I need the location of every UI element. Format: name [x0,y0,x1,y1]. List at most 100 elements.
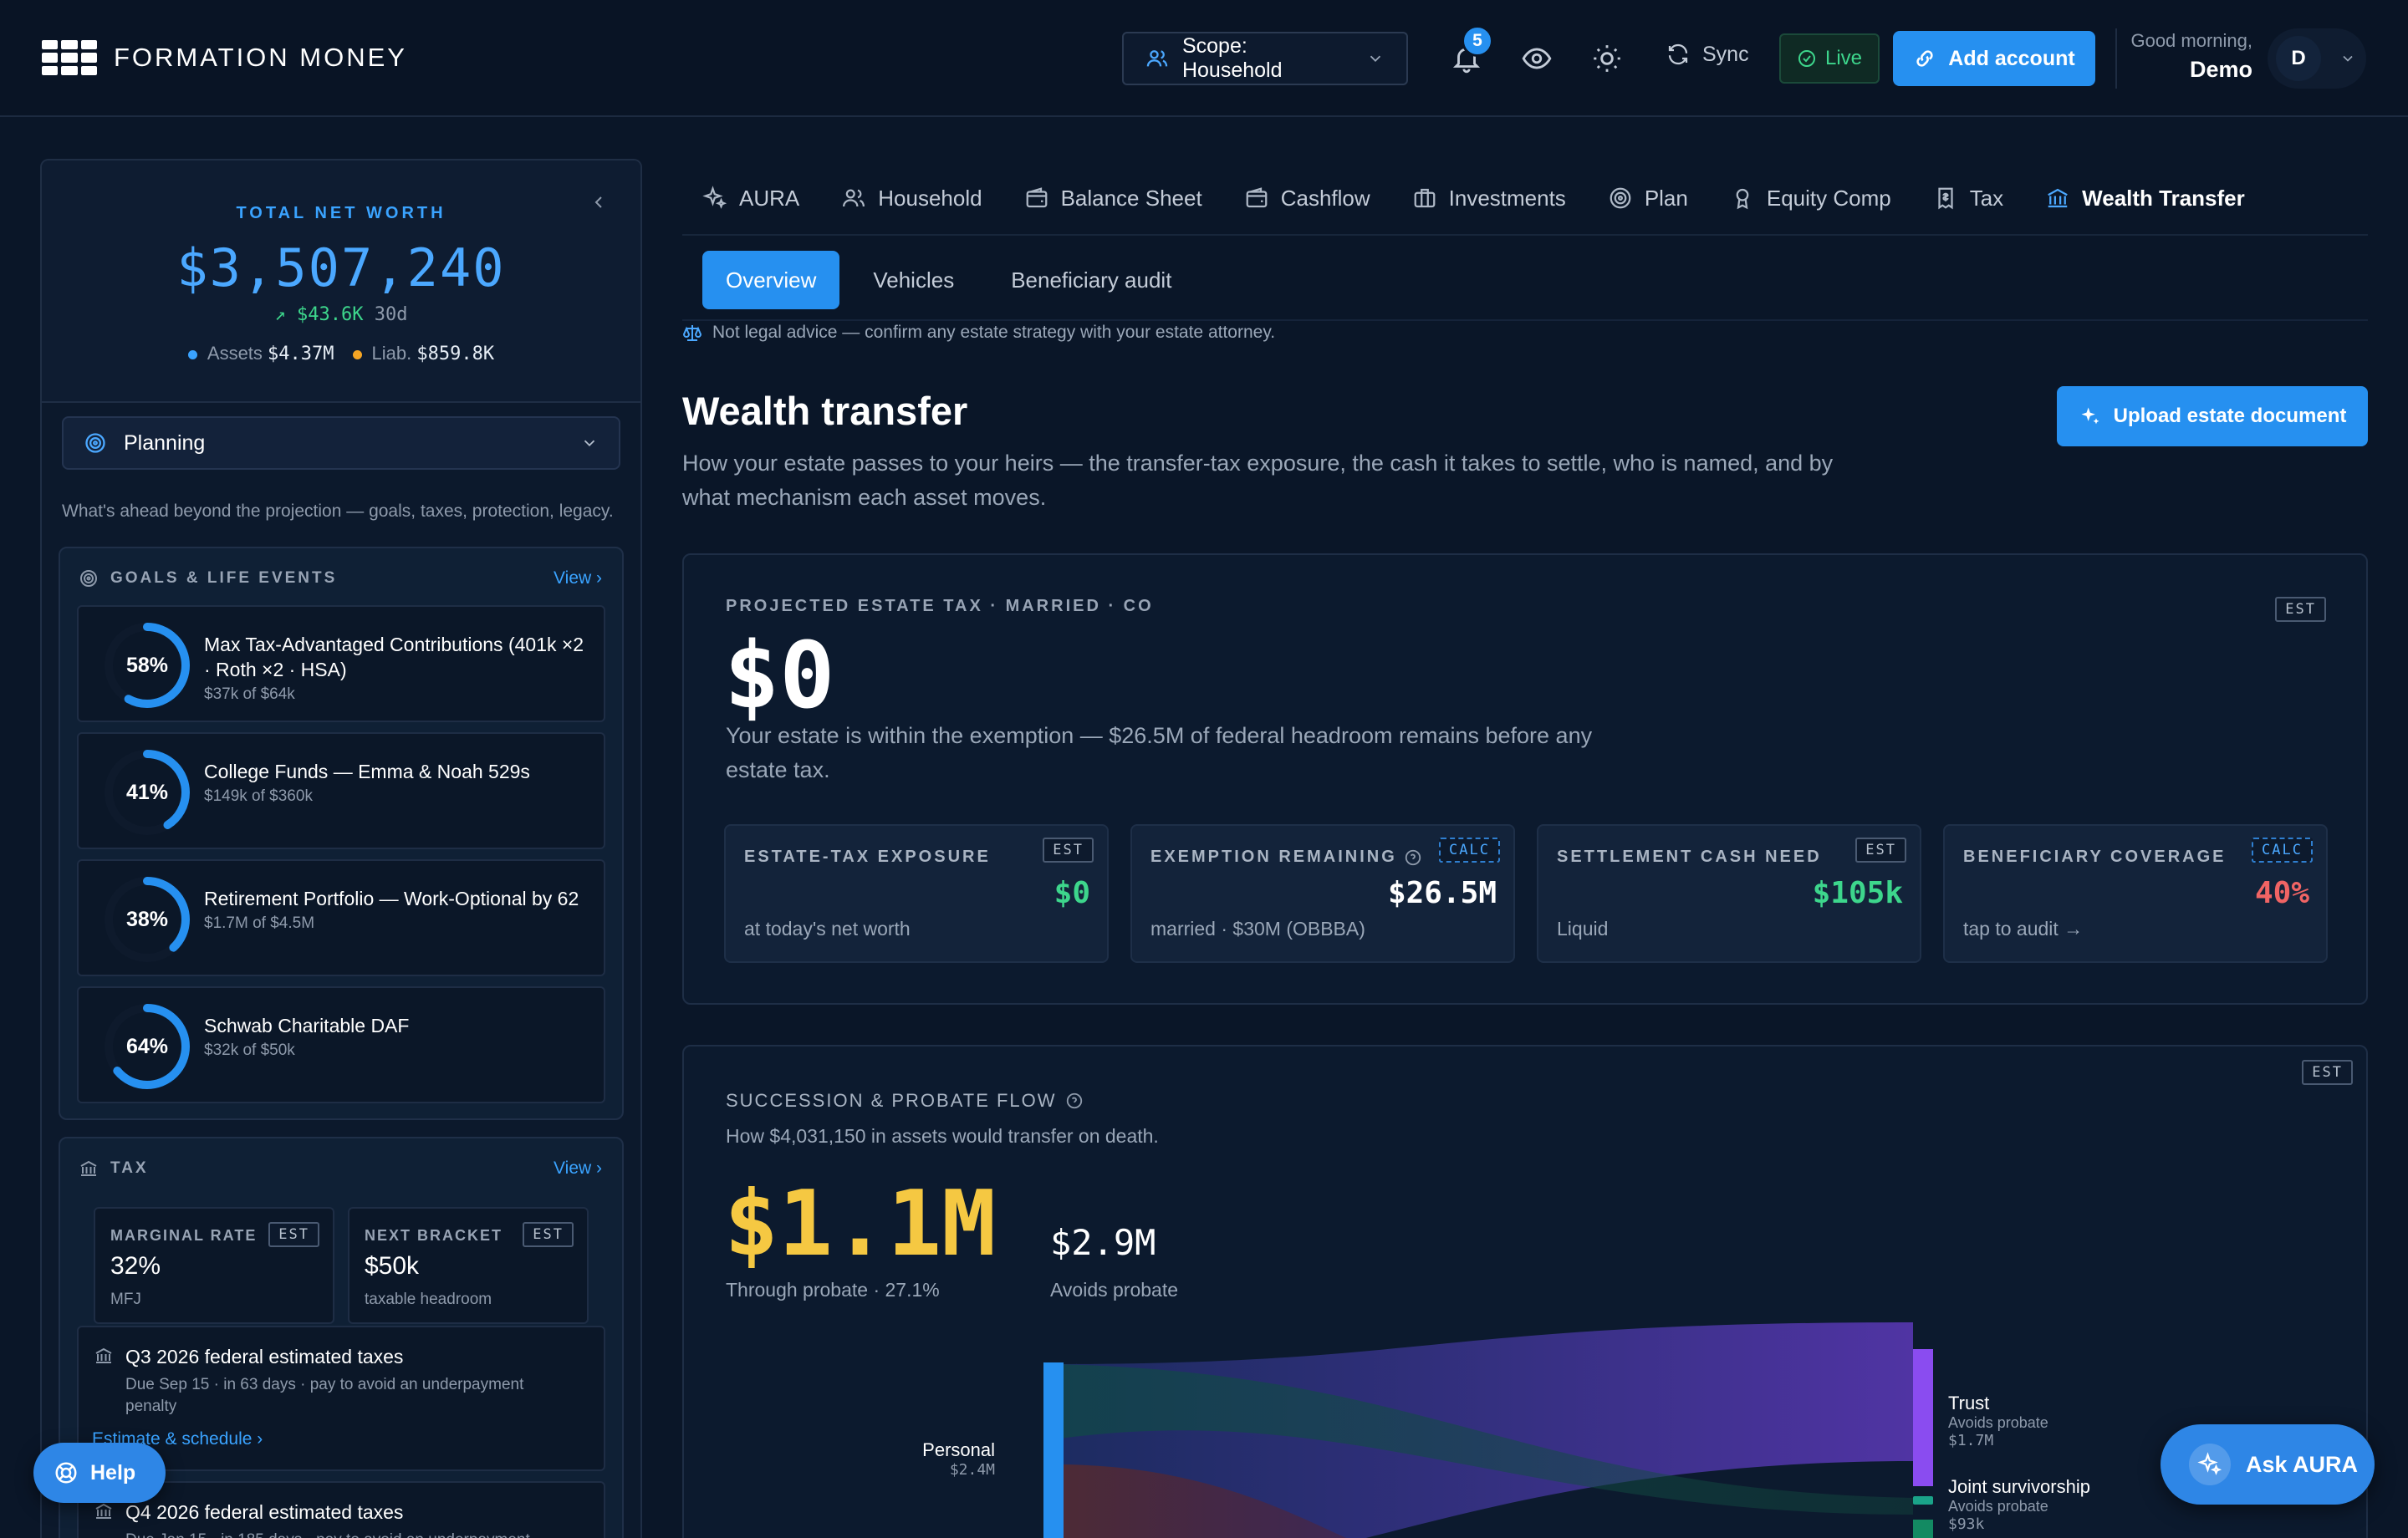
arrow-up-right-icon: ↗ [274,304,286,325]
tab-wealth-transfer[interactable]: Wealth Transfer [2025,167,2267,229]
tab-plan[interactable]: Plan [1588,167,1710,229]
help-circle-icon[interactable] [1404,848,1422,867]
kpi-sub: tap to audit → [1963,918,2084,940]
target-trust-label: Trust Avoids probate $1.7M [1948,1393,2048,1449]
notification-badge: 5 [1462,25,1493,57]
theme-toggle[interactable] [1585,37,1629,80]
tax-item-desc: Due Sep 15 · in 63 days · pay to avoid a… [125,1376,524,1415]
subtab-overview[interactable]: Overview [702,251,840,309]
goal-progress-text: $149k of $360k [204,787,313,805]
goals-panel: GOALS & LIFE EVENTS View › 58% Max Tax-Ad… [59,547,624,1120]
tab-household[interactable]: Household [821,167,1003,229]
probate-sub: Through probate · 27.1% [726,1279,940,1301]
tab-aura[interactable]: AURA [682,167,821,229]
scale-icon [682,325,702,341]
planning-selector[interactable]: Planning [62,416,620,470]
tab-investments[interactable]: Investments [1392,167,1588,229]
kpi-value: $105k [1812,876,1903,910]
tab-label: Household [878,185,982,211]
tab-balance-sheet[interactable]: Balance Sheet [1004,167,1224,229]
goal-item[interactable]: 64% Schwab Charitable DAF $32k of $50k [77,986,605,1103]
kpi-tag: EST [1043,838,1094,863]
kpi-label: ESTATE-TAX EXPOSURE [744,848,991,866]
sparkle-icon [2189,1444,2231,1485]
brand-logo[interactable]: FORMATION MONEY [42,40,407,75]
sidebar: TOTAL NET WORTH $3,507,240 ↗ $43.6K 30d … [40,159,642,1538]
liabilities-dot [352,349,362,359]
kpi-tag: CALC [2252,838,2313,863]
ask-aura-button[interactable]: Ask AURA [2161,1424,2375,1505]
kpi-settlement-cash-need[interactable]: SETTLEMENT CASH NEED EST $105k Liquid [1537,824,1921,963]
kpi-estate-tax-exposure[interactable]: ESTATE-TAX EXPOSURE EST $0 at today's net w… [724,824,1109,963]
goal-progress-ring [105,877,190,962]
change-value: $43.6K [297,304,364,325]
flow-personal-probate[interactable] [1054,1464,1436,1538]
add-account-button[interactable]: Add account [1893,31,2095,86]
live-status[interactable]: Live [1779,33,1880,84]
marginal-rate-card[interactable]: MARGINAL RATE EST 32% MFJ [94,1207,334,1324]
scope-selector[interactable]: Scope: Household [1122,32,1408,85]
goal-percent: 41% [125,780,169,804]
succession-label: SUCCESSION & PROBATE FLOW [726,1090,1084,1112]
ask-aura-label: Ask AURA [2246,1451,2359,1477]
assets-value: $4.37M [268,344,334,364]
probate-value: $1.1M [724,1172,997,1276]
goal-item[interactable]: 58% Max Tax-Advantaged Contributions (401… [77,605,605,722]
goal-title: Max Tax-Advantaged Contributions (401k ×… [204,634,584,680]
notifications-button[interactable]: 5 [1445,25,1493,80]
legal-disclaimer: Not legal advice — confirm any estate st… [682,323,1275,343]
goal-item[interactable]: 41% College Funds — Emma & Noah 529s $149k… [77,732,605,849]
help-circle-icon[interactable] [1065,1092,1084,1110]
kpi-label: SETTLEMENT CASH NEED [1557,848,1822,866]
tax-item-q4[interactable]: Q4 2026 federal estimated taxes Due Jan … [77,1481,605,1538]
flow-personal-to-trust[interactable] [1054,1322,1913,1538]
goal-progress-text: $1.7M of $4.5M [204,914,315,932]
node-other[interactable] [1913,1520,1933,1538]
assets-label: Assets [207,343,263,364]
privacy-toggle[interactable] [1515,37,1559,80]
subtabs-divider [682,319,2368,321]
est-tag: EST [523,1222,574,1247]
next-bracket-card[interactable]: NEXT BRACKET EST $50k taxable headroom [348,1207,589,1324]
tab-equity-comp[interactable]: Equity Comp [1710,167,1913,229]
node-trust[interactable] [1913,1349,1933,1486]
net-worth-label: TOTAL NET WORTH [236,204,446,222]
tax-view-link[interactable]: View › [554,1159,602,1178]
sparkle-icon [2081,407,2099,425]
kpi-value: 40% [2254,876,2309,910]
user-menu[interactable]: D [2268,28,2366,89]
bank-icon [95,1503,112,1519]
header-divider [2115,28,2117,89]
page-title: Wealth transfer [682,389,968,433]
change-period: 30d [374,304,408,325]
collapse-sidebar-button[interactable] [589,191,609,219]
goals-view-link[interactable]: View › [554,568,602,588]
tab-label: Balance Sheet [1060,185,1202,211]
avatar: D [2276,36,2321,81]
goal-progress-ring [105,1004,190,1089]
greeting-text: Good morning, [2130,30,2252,51]
tab-cashflow[interactable]: Cashflow [1224,167,1392,229]
kpi-sub: Liquid [1557,918,1609,940]
subtab-beneficiary-audit[interactable]: Beneficiary audit [1011,267,1172,293]
flow-personal-teal[interactable] [1054,1364,1913,1515]
node-personal[interactable] [1043,1362,1064,1538]
node-joint-survivorship[interactable] [1913,1496,1933,1505]
goal-progress-ring [105,750,190,835]
wallet-icon [1026,187,1047,208]
tab-label: Equity Comp [1766,185,1891,211]
briefcase-icon [1414,188,1436,208]
target-icon [85,433,105,453]
goal-item[interactable]: 38% Retirement Portfolio — Work-Optional … [77,859,605,976]
tax-item-title: Q4 2026 federal estimated taxes [125,1501,404,1523]
tab-label: Cashflow [1280,185,1370,211]
sync-button[interactable]: Sync [1666,42,1749,67]
tax-item-q3[interactable]: Q3 2026 federal estimated taxes Due Sep … [77,1326,605,1471]
kpi-exemption-remaining[interactable]: EXEMPTION REMAINING CALC $26.5M married · $… [1130,824,1515,963]
help-button[interactable]: Help [33,1443,166,1503]
tab-tax[interactable]: Tax [1913,167,2025,229]
kpi-beneficiary-coverage[interactable]: BENEFICIARY COVERAGE CALC 40% tap to audit … [1943,824,2328,963]
upload-estate-document-button[interactable]: Upload estate document [2057,386,2368,446]
subtab-vehicles[interactable]: Vehicles [873,267,955,293]
subtabs: Overview Vehicles Beneficiary audit [702,251,1195,309]
